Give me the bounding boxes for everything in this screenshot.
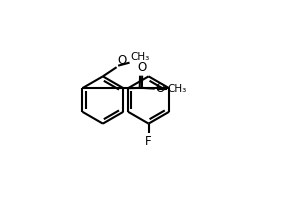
Text: O: O	[155, 82, 164, 95]
Text: O: O	[117, 54, 126, 67]
Text: CH₃: CH₃	[168, 84, 187, 94]
Text: F: F	[145, 135, 152, 148]
Text: CH₃: CH₃	[130, 52, 149, 62]
Text: O: O	[137, 61, 147, 74]
